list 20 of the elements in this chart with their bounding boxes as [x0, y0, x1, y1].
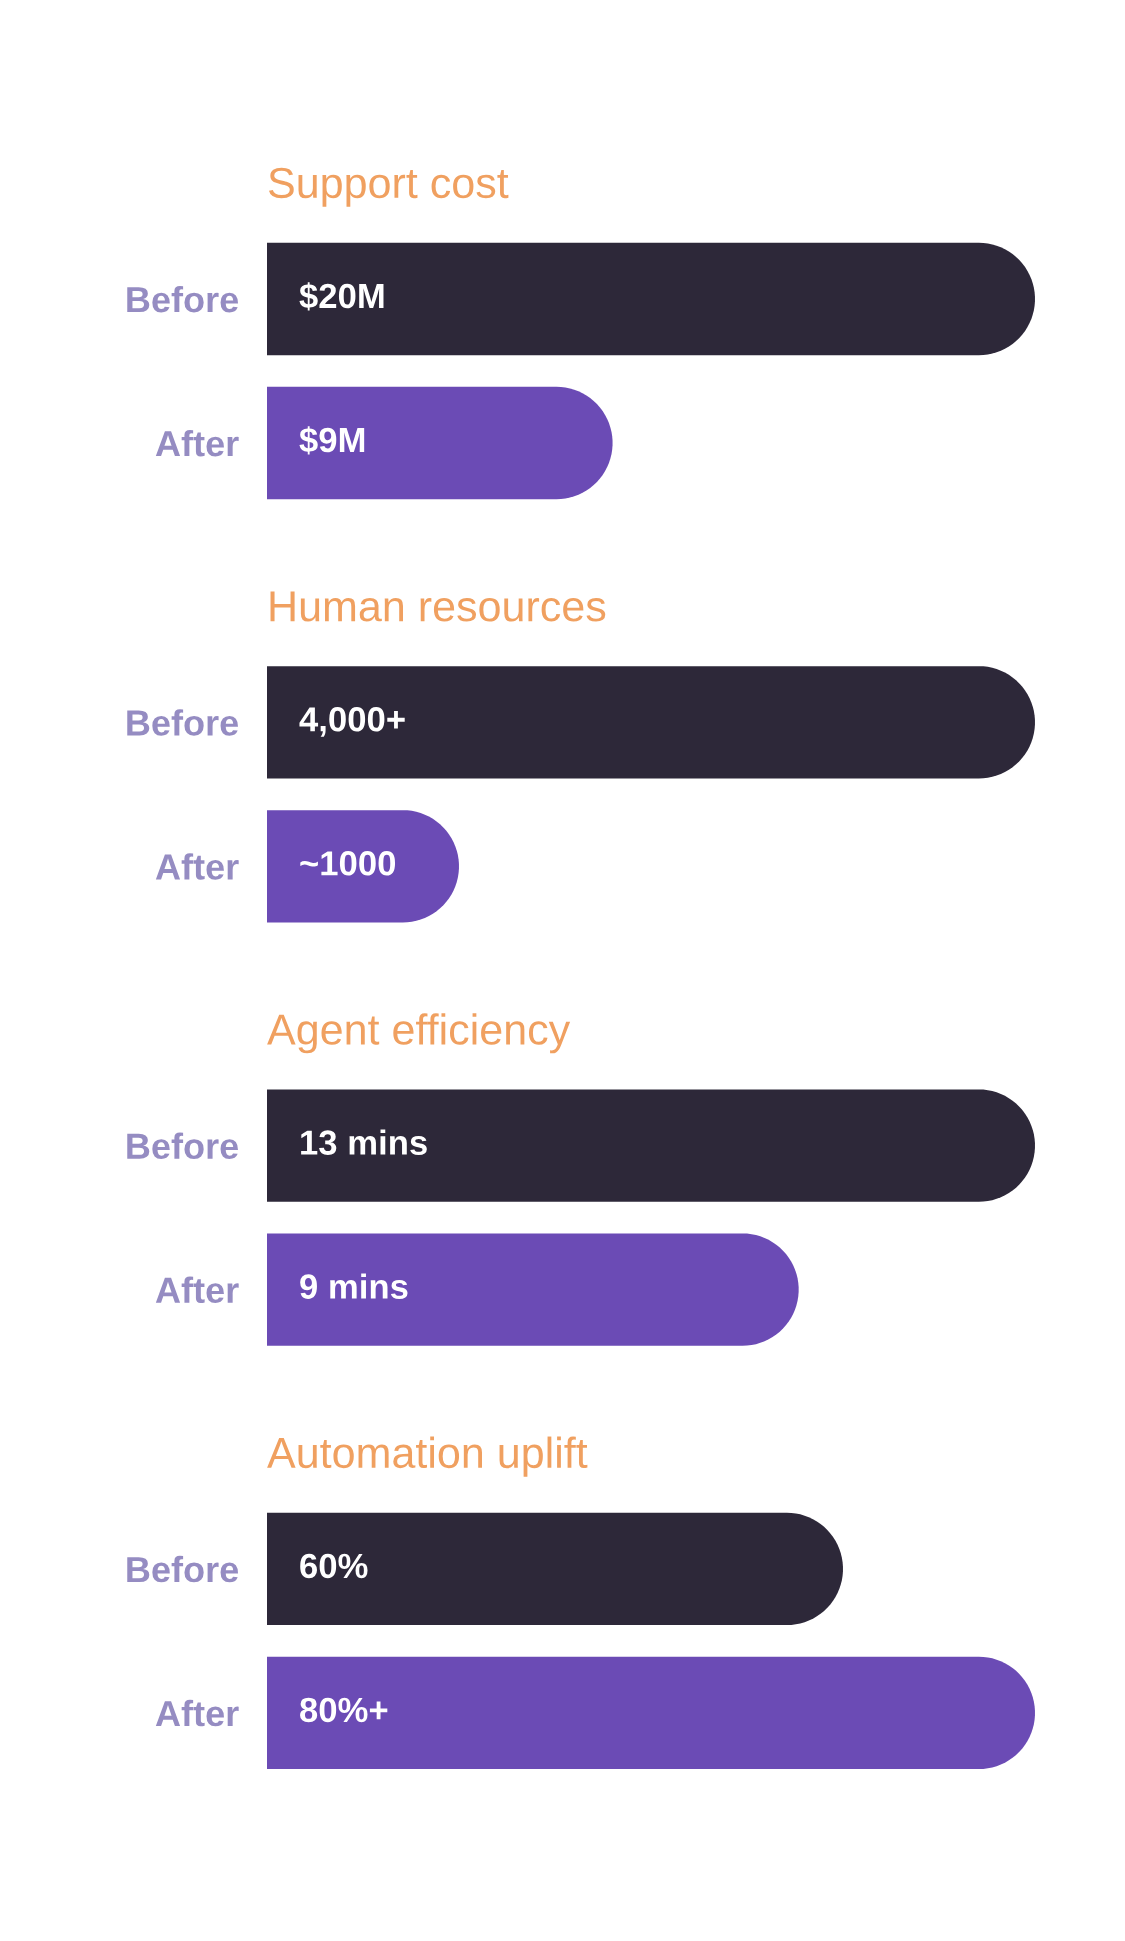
y-tick-label: Before — [127, 1555, 238, 1583]
y-tick-label: After — [155, 429, 239, 457]
y-tick-label: Before — [127, 709, 238, 736]
chart-title: Agent efficiency — [267, 1013, 571, 1054]
data-label: $9M — [299, 426, 365, 455]
y-tick-label: After — [155, 1699, 239, 1727]
data-label: $20M — [299, 282, 384, 311]
chart-title: Support cost — [268, 167, 509, 207]
data-label: 80%+ — [300, 1697, 388, 1723]
data-label: ~1000 — [300, 851, 396, 876]
y-tick-label: Before — [127, 285, 238, 313]
chart-title: Human resources — [270, 591, 606, 622]
chart-title: Automation uplift — [267, 1436, 588, 1477]
data-label: 60% — [300, 1553, 368, 1579]
y-tick-label: Before — [127, 1132, 238, 1160]
data-label: 9 mins — [300, 1273, 408, 1299]
y-tick-label: After — [155, 853, 239, 880]
data-label: 13 mins — [301, 1129, 427, 1155]
y-tick-label: After — [155, 1276, 239, 1304]
data-label: 4,000+ — [299, 707, 405, 737]
